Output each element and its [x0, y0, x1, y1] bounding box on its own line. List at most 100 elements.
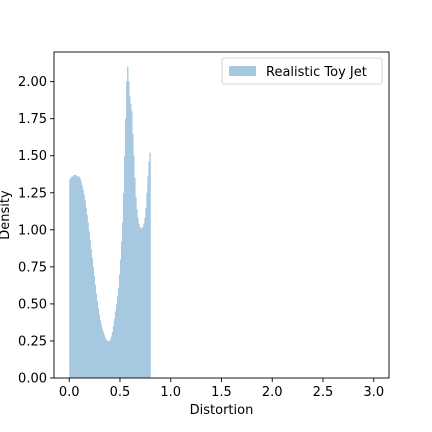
histogram-bar — [128, 81, 130, 378]
y-tick-label: 0.00 — [18, 372, 47, 387]
histogram-bar — [117, 287, 120, 378]
histogram-bar — [89, 240, 91, 378]
histogram-bar — [122, 222, 124, 378]
histogram-bar — [135, 197, 137, 378]
y-axis-ticks: 0.00 0.25 0.50 0.75 1.00 1.25 1.50 1.75 2.00 — [18, 75, 54, 387]
histogram-bar — [137, 217, 139, 378]
histogram-bar — [109, 339, 112, 378]
histogram-bar — [110, 336, 113, 378]
y-tick-label: 0.25 — [18, 334, 47, 349]
histogram-bar — [133, 155, 135, 378]
histogram-bar — [140, 228, 142, 378]
histogram-bar — [103, 335, 106, 378]
y-axis-title: Density — [0, 190, 13, 240]
histogram-bar — [149, 152, 151, 378]
histogram-bar — [97, 308, 100, 378]
histogram-bar — [86, 215, 88, 378]
legend-box — [221, 57, 383, 85]
plot-area — [54, 52, 389, 378]
histogram-bar — [77, 176, 79, 378]
histogram-bar — [91, 257, 93, 378]
x-tick-label: 1.5 — [211, 385, 232, 400]
histogram-bar — [146, 192, 148, 378]
y-tick-label: 0.75 — [18, 260, 47, 275]
histogram-bar — [126, 81, 128, 378]
histogram-bar — [90, 249, 92, 378]
histogram-bar — [98, 314, 101, 378]
x-tick-label: 2.0 — [262, 385, 283, 400]
histogram-bar — [124, 155, 126, 378]
histogram-bar — [71, 176, 73, 378]
histogram-bar — [72, 176, 74, 378]
histogram-bar — [87, 222, 89, 378]
histogram-bar — [108, 340, 111, 378]
histogram-bar — [79, 177, 81, 378]
histogram-bar — [82, 189, 84, 378]
histogram-bar — [106, 340, 109, 378]
y-tick-label: 0.50 — [18, 297, 47, 312]
histogram-bar — [84, 200, 86, 378]
legend-swatch — [229, 66, 256, 76]
y-tick-label: 1.50 — [18, 149, 47, 164]
histogram-bar — [139, 226, 141, 378]
histogram-bar — [94, 284, 96, 378]
histogram-bar — [123, 192, 125, 378]
x-axis-title: Distortion — [190, 403, 254, 418]
histogram-bar — [78, 176, 80, 378]
histogram-bar — [115, 303, 118, 378]
histogram-bar — [83, 194, 85, 378]
histogram-bar — [142, 226, 144, 378]
x-tick-label: 2.5 — [313, 385, 334, 400]
histogram-bar — [129, 96, 131, 378]
y-tick-label: 1.25 — [18, 186, 47, 201]
histogram-bar — [121, 241, 123, 378]
histogram-bar — [113, 318, 116, 378]
histogram-bar — [131, 111, 133, 379]
histogram-bar — [100, 324, 103, 378]
histogram-bar — [114, 311, 117, 378]
histogram-bar — [147, 176, 149, 378]
histogram-bar — [136, 209, 138, 378]
histogram-bar — [96, 300, 99, 378]
histogram-bar — [132, 133, 134, 378]
histogram-bar — [130, 103, 132, 379]
y-tick-label: 1.00 — [18, 223, 47, 238]
histogram-bar — [104, 337, 107, 378]
plot-frame — [53, 51, 390, 379]
histogram-bar — [145, 207, 147, 378]
histogram-bar — [88, 231, 90, 378]
histogram-bar — [112, 326, 115, 378]
histogram-bar — [107, 340, 110, 378]
histogram-bar — [125, 118, 127, 379]
histogram-bar — [102, 332, 105, 378]
histogram-bar — [70, 177, 72, 378]
histogram-bar — [92, 266, 94, 378]
legend-label: Realistic Toy Jet — [266, 65, 367, 80]
x-axis-ticks: 0.0 0.5 1.0 1.5 2.0 2.5 3.0 — [59, 378, 384, 400]
histogram-bar — [148, 161, 150, 378]
histogram-bar — [85, 207, 87, 378]
histogram-bar — [116, 296, 119, 378]
histogram-bar — [105, 339, 108, 378]
histogram-bar — [111, 332, 114, 378]
histogram-bars — [69, 66, 151, 379]
histogram-bar — [134, 177, 136, 378]
y-tick-label: 2.00 — [18, 75, 47, 90]
histogram-bar — [75, 174, 77, 378]
x-tick-label: 1.0 — [160, 385, 181, 400]
histogram-bar — [138, 223, 140, 378]
histogram-bar — [99, 320, 102, 378]
histogram-bar — [74, 174, 76, 378]
x-tick-label: 0.0 — [59, 385, 80, 400]
histogram-bar — [81, 185, 83, 378]
histogram-bar — [141, 228, 143, 378]
histogram-bar — [119, 259, 122, 378]
histogram-bar — [73, 174, 75, 378]
histogram-bar — [76, 176, 78, 378]
histogram-bar — [80, 180, 82, 378]
histogram-bar — [93, 275, 95, 378]
histogram-bar — [127, 66, 129, 378]
histogram-bar — [69, 179, 71, 378]
y-tick-label: 1.75 — [18, 112, 47, 127]
